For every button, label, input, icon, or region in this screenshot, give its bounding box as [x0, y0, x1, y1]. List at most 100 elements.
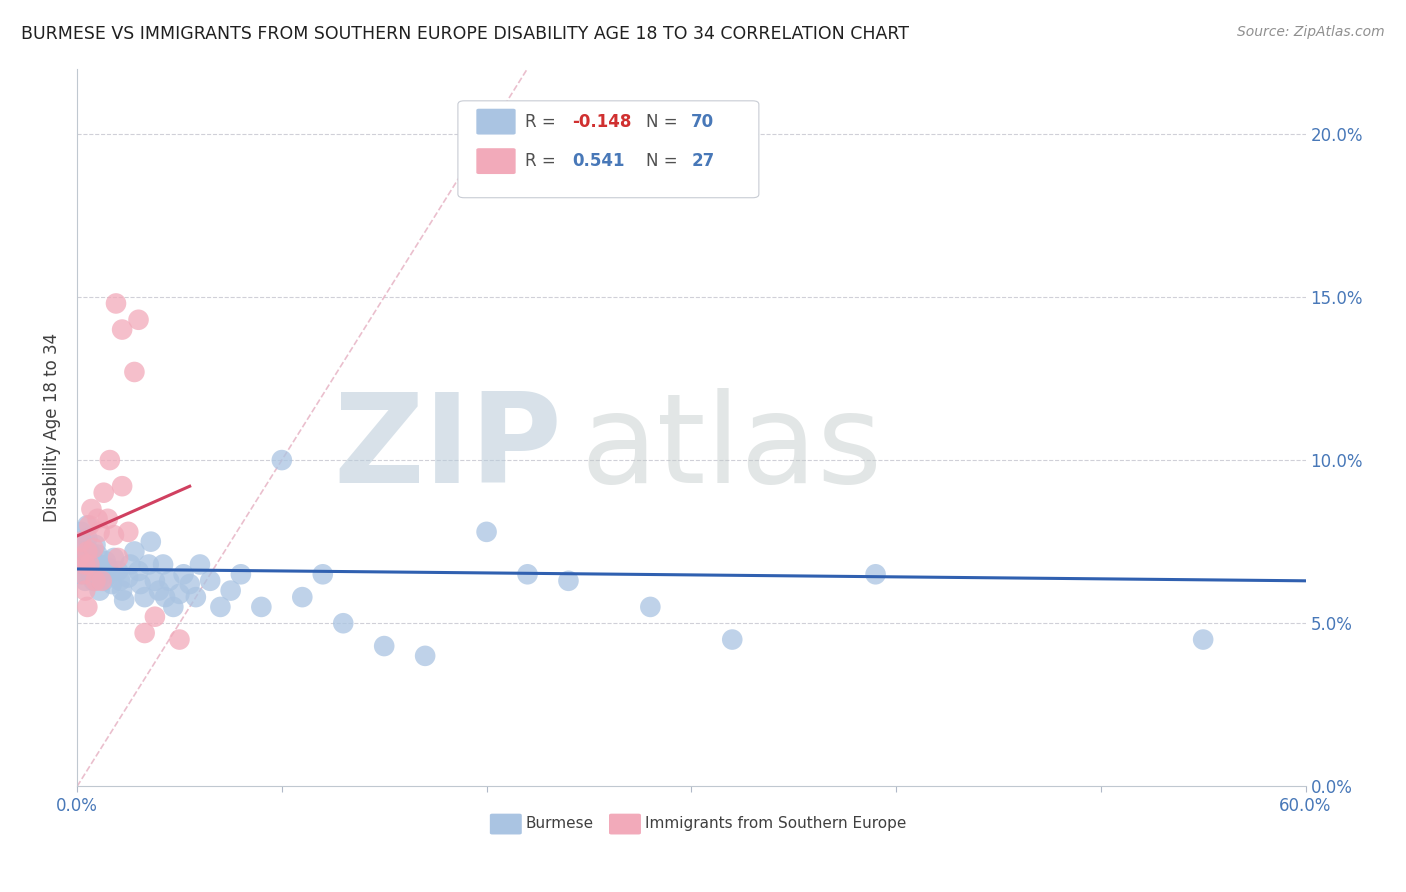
Point: [107, 564, 129, 578]
Point: [84, 574, 107, 588]
Point: [721, 632, 744, 647]
Point: [76, 518, 98, 533]
Point: [93, 485, 115, 500]
Point: [173, 567, 195, 582]
Point: [169, 587, 191, 601]
Point: [111, 322, 134, 336]
Text: atlas: atlas: [581, 389, 883, 509]
Point: [86, 512, 108, 526]
Point: [75, 583, 97, 598]
Point: [475, 524, 498, 539]
Text: Immigrants from Southern Europe: Immigrants from Southern Europe: [644, 816, 905, 831]
Point: [90, 574, 112, 588]
Point: [75, 574, 97, 588]
Point: [198, 574, 221, 588]
Point: [82, 574, 104, 588]
Point: [557, 574, 579, 588]
Point: [128, 312, 150, 326]
Point: [134, 590, 156, 604]
Point: [93, 574, 115, 588]
Point: [97, 512, 120, 526]
Text: R =: R =: [526, 153, 567, 170]
Point: [90, 564, 112, 578]
Point: [98, 453, 121, 467]
Point: [89, 583, 111, 598]
Point: [94, 554, 117, 568]
Point: [72, 544, 94, 558]
Y-axis label: Disability Age 18 to 34: Disability Age 18 to 34: [44, 333, 60, 522]
FancyBboxPatch shape: [489, 814, 522, 835]
Point: [179, 577, 201, 591]
Point: [76, 599, 98, 614]
Text: 0.541: 0.541: [572, 153, 624, 170]
Point: [129, 577, 152, 591]
Text: ZIP: ZIP: [333, 389, 562, 509]
Point: [79, 558, 101, 572]
Point: [291, 590, 314, 604]
Point: [86, 548, 108, 562]
Point: [413, 648, 436, 663]
Point: [70, 524, 93, 539]
Point: [89, 524, 111, 539]
Point: [103, 528, 125, 542]
Point: [107, 551, 129, 566]
Text: N =: N =: [645, 153, 683, 170]
Point: [108, 574, 131, 588]
Point: [101, 577, 124, 591]
Point: [72, 558, 94, 572]
Point: [270, 453, 292, 467]
Point: [111, 583, 134, 598]
Point: [157, 574, 180, 588]
Point: [79, 518, 101, 533]
Point: [76, 544, 98, 558]
FancyBboxPatch shape: [477, 109, 516, 135]
Text: Source: ZipAtlas.com: Source: ZipAtlas.com: [1237, 25, 1385, 39]
Text: BURMESE VS IMMIGRANTS FROM SOUTHERN EUROPE DISABILITY AGE 18 TO 34 CORRELATION C: BURMESE VS IMMIGRANTS FROM SOUTHERN EURO…: [21, 25, 910, 43]
Point: [79, 544, 101, 558]
Point: [86, 570, 108, 584]
Point: [124, 544, 146, 558]
Point: [128, 564, 150, 578]
Text: R =: R =: [526, 112, 561, 130]
Point: [250, 599, 273, 614]
Point: [312, 567, 335, 582]
Point: [153, 590, 176, 604]
Point: [79, 558, 101, 572]
Point: [75, 558, 97, 572]
Point: [97, 561, 120, 575]
Point: [80, 502, 103, 516]
Text: 70: 70: [692, 112, 714, 130]
Point: [76, 567, 98, 582]
FancyBboxPatch shape: [609, 814, 641, 835]
Point: [516, 567, 538, 582]
Point: [117, 524, 139, 539]
Point: [98, 567, 121, 582]
Point: [219, 583, 242, 598]
Point: [124, 365, 146, 379]
Point: [169, 632, 191, 647]
Point: [82, 554, 104, 568]
Point: [209, 599, 232, 614]
Point: [143, 574, 166, 588]
Text: -0.148: -0.148: [572, 112, 631, 130]
Point: [67, 534, 90, 549]
Point: [373, 639, 395, 653]
Point: [111, 479, 134, 493]
Point: [148, 583, 170, 598]
Point: [80, 548, 103, 562]
Point: [557, 166, 579, 180]
Point: [70, 567, 93, 582]
Point: [332, 616, 354, 631]
FancyBboxPatch shape: [477, 148, 516, 174]
Text: 27: 27: [692, 153, 714, 170]
FancyBboxPatch shape: [458, 101, 759, 198]
Point: [82, 541, 104, 556]
Point: [139, 534, 162, 549]
Point: [152, 558, 174, 572]
Point: [134, 626, 156, 640]
Point: [865, 567, 887, 582]
Text: N =: N =: [645, 112, 683, 130]
Point: [112, 593, 135, 607]
Point: [640, 599, 662, 614]
Point: [75, 551, 97, 566]
